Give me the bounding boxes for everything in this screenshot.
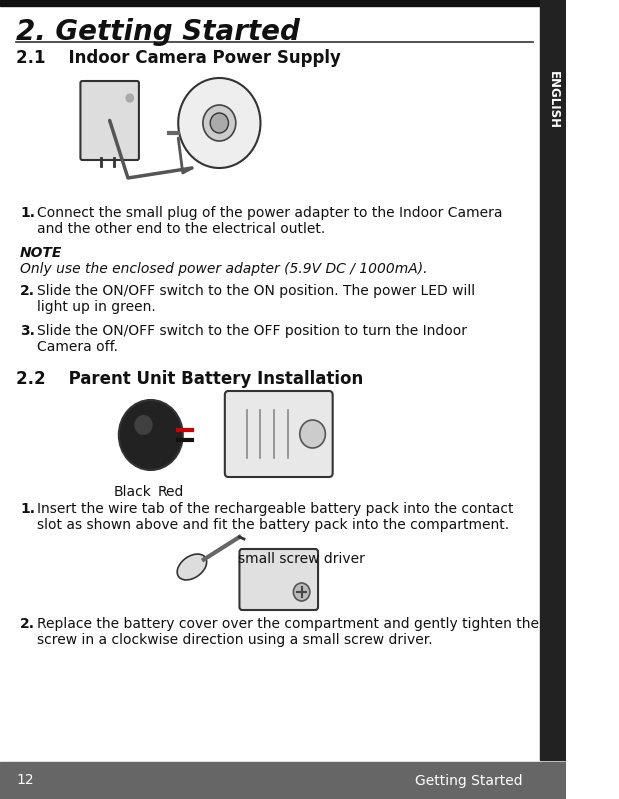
Text: Connect the small plug of the power adapter to the Indoor Camera
and the other e: Connect the small plug of the power adap… [37,206,502,237]
Circle shape [203,105,236,141]
Bar [540,0,566,760]
Text: Insert the wire tab of the rechargeable battery pack into the contact
slot as sh: Insert the wire tab of the rechargeable … [37,502,513,532]
FancyBboxPatch shape [225,391,332,477]
FancyBboxPatch shape [80,81,139,160]
Text: Black: Black [113,485,152,499]
Text: Replace the battery cover over the compartment and gently tighten the
screw in a: Replace the battery cover over the compa… [37,617,539,647]
Circle shape [178,78,261,168]
Text: 2.2    Parent Unit Battery Installation: 2.2 Parent Unit Battery Installation [17,370,364,388]
Text: Slide the ON/OFF switch to the OFF position to turn the Indoor
Camera off.: Slide the ON/OFF switch to the OFF posit… [37,324,467,354]
Text: 1.: 1. [20,502,35,516]
Text: 2.1    Indoor Camera Power Supply: 2.1 Indoor Camera Power Supply [17,49,341,67]
Circle shape [293,583,310,601]
Text: ENGLISH: ENGLISH [547,71,560,129]
Text: Red: Red [158,485,184,499]
Text: 2.: 2. [20,617,35,631]
Text: 1.: 1. [20,206,35,220]
Text: 2.: 2. [20,284,35,298]
Text: 2. Getting Started: 2. Getting Started [17,18,300,46]
Ellipse shape [177,554,207,580]
Circle shape [134,415,153,435]
Text: 12: 12 [17,773,34,788]
Text: Only use the enclosed power adapter (5.9V DC / 1000mA).: Only use the enclosed power adapter (5.9… [20,262,428,276]
Text: 3.: 3. [20,324,35,338]
Circle shape [126,94,134,102]
Text: NOTE: NOTE [20,246,63,260]
Text: Getting Started: Getting Started [415,773,523,788]
Circle shape [210,113,228,133]
Text: Slide the ON/OFF switch to the ON position. The power LED will
light up in green: Slide the ON/OFF switch to the ON positi… [37,284,475,314]
Bar [0,762,566,799]
Text: small screw driver: small screw driver [238,552,365,566]
Circle shape [300,420,326,448]
FancyBboxPatch shape [240,549,318,610]
Circle shape [119,400,183,470]
Bar [0,0,566,6]
